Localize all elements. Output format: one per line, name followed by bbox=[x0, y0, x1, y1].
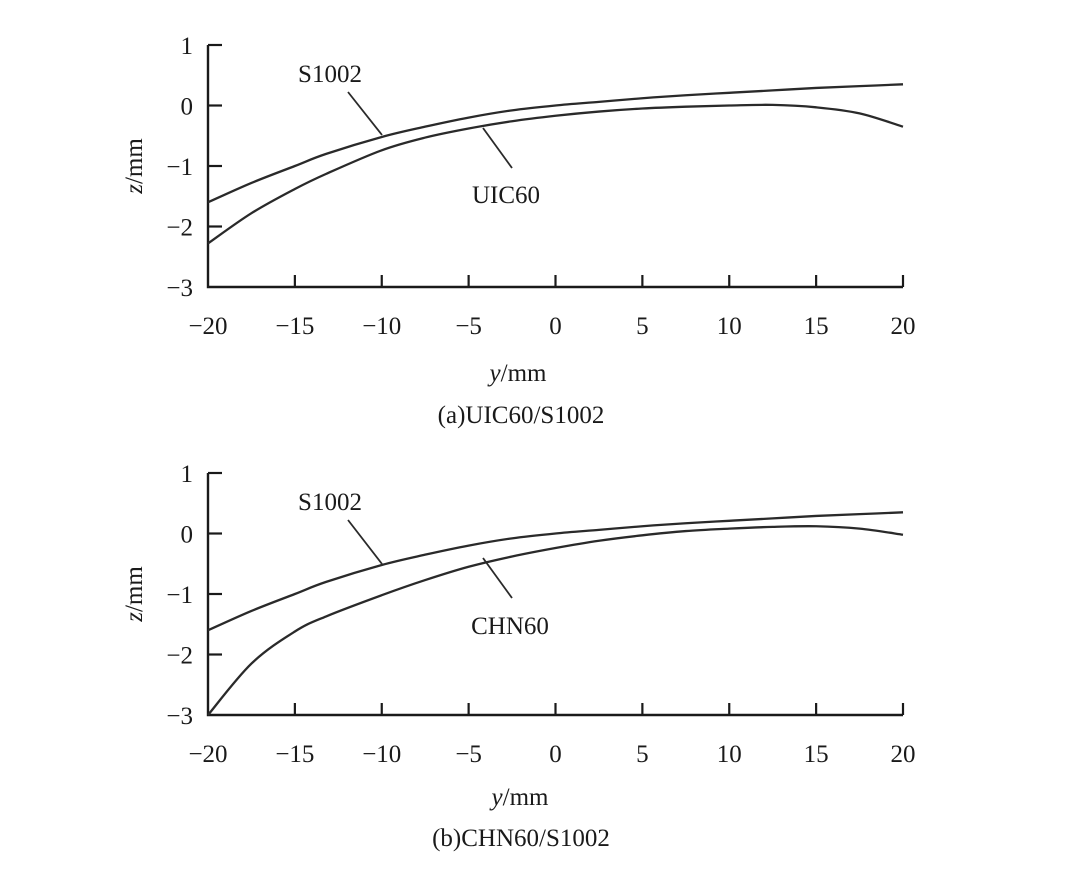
y-tick-label: −1 bbox=[166, 154, 193, 181]
y-tick-label: 1 bbox=[181, 461, 194, 488]
x-axis-label: y/mm bbox=[489, 784, 550, 811]
x-tick-label: −5 bbox=[455, 313, 482, 340]
series-line-uic60 bbox=[207, 103, 904, 245]
y-axis-label-var: z bbox=[121, 612, 148, 623]
curves-group bbox=[207, 511, 904, 716]
x-tick-label: −15 bbox=[275, 741, 314, 768]
y-tick-label: −3 bbox=[166, 703, 193, 730]
y-tick-label: −2 bbox=[166, 215, 193, 242]
series-label-s1002: S1002 bbox=[298, 489, 362, 516]
figure-caption-a: (a)UIC60/S1002 bbox=[438, 402, 605, 429]
x-axis-label-var: y bbox=[487, 360, 502, 387]
x-tick-label: −5 bbox=[455, 741, 482, 768]
x-tick-label: −15 bbox=[275, 313, 314, 340]
x-axis-label-var: y bbox=[489, 784, 504, 811]
x-tick-label: 5 bbox=[636, 741, 649, 768]
y-axis-label-unit: /mm bbox=[121, 138, 148, 184]
series-line-chn60 bbox=[207, 525, 904, 716]
y-tick-label: −2 bbox=[166, 643, 193, 670]
y-axis-label: z/mm bbox=[121, 138, 148, 195]
y-axis-label: z/mm bbox=[121, 566, 148, 623]
x-tick-label: 10 bbox=[717, 741, 742, 768]
x-tick-label: 0 bbox=[549, 741, 562, 768]
x-tick-label: −20 bbox=[188, 313, 227, 340]
leader-line-s1002 bbox=[347, 91, 383, 136]
x-tick-label: 5 bbox=[636, 313, 649, 340]
y-tick-label: 0 bbox=[181, 522, 194, 549]
axes-frame bbox=[206, 45, 903, 289]
leader-line-s1002 bbox=[347, 519, 383, 565]
x-tick-label: 15 bbox=[804, 313, 829, 340]
x-axis-label: y/mm bbox=[487, 360, 548, 387]
series-label-s1002: S1002 bbox=[298, 61, 362, 88]
x-axis-label-unit: /mm bbox=[501, 360, 547, 387]
x-tick-label: 0 bbox=[549, 313, 562, 340]
x-tick-label: 10 bbox=[717, 313, 742, 340]
leader-line-chn60 bbox=[482, 557, 513, 599]
x-tick-label: 20 bbox=[891, 741, 916, 768]
y-axis-label-unit: /mm bbox=[121, 566, 148, 612]
curves-group bbox=[207, 83, 904, 245]
y-tick-label: 0 bbox=[181, 94, 194, 121]
y-tick-label: −1 bbox=[166, 582, 193, 609]
y-axis-label-var: z bbox=[121, 184, 148, 195]
series-label-uic60: UIC60 bbox=[472, 182, 540, 209]
x-tick-label: 20 bbox=[891, 313, 916, 340]
leader-line-uic60 bbox=[482, 127, 513, 169]
series-line-s1002 bbox=[207, 83, 904, 204]
x-axis-label-unit: /mm bbox=[503, 784, 549, 811]
series-line-s1002 bbox=[207, 511, 904, 632]
series-label-chn60: CHN60 bbox=[471, 613, 549, 640]
figure-caption-b: (b)CHN60/S1002 bbox=[432, 825, 610, 852]
y-tick-label: 1 bbox=[181, 33, 194, 60]
x-tick-label: −10 bbox=[362, 313, 401, 340]
x-tick-label: 15 bbox=[804, 741, 829, 768]
x-tick-label: −20 bbox=[188, 741, 227, 768]
x-tick-label: −10 bbox=[362, 741, 401, 768]
y-tick-label: −3 bbox=[166, 275, 193, 302]
